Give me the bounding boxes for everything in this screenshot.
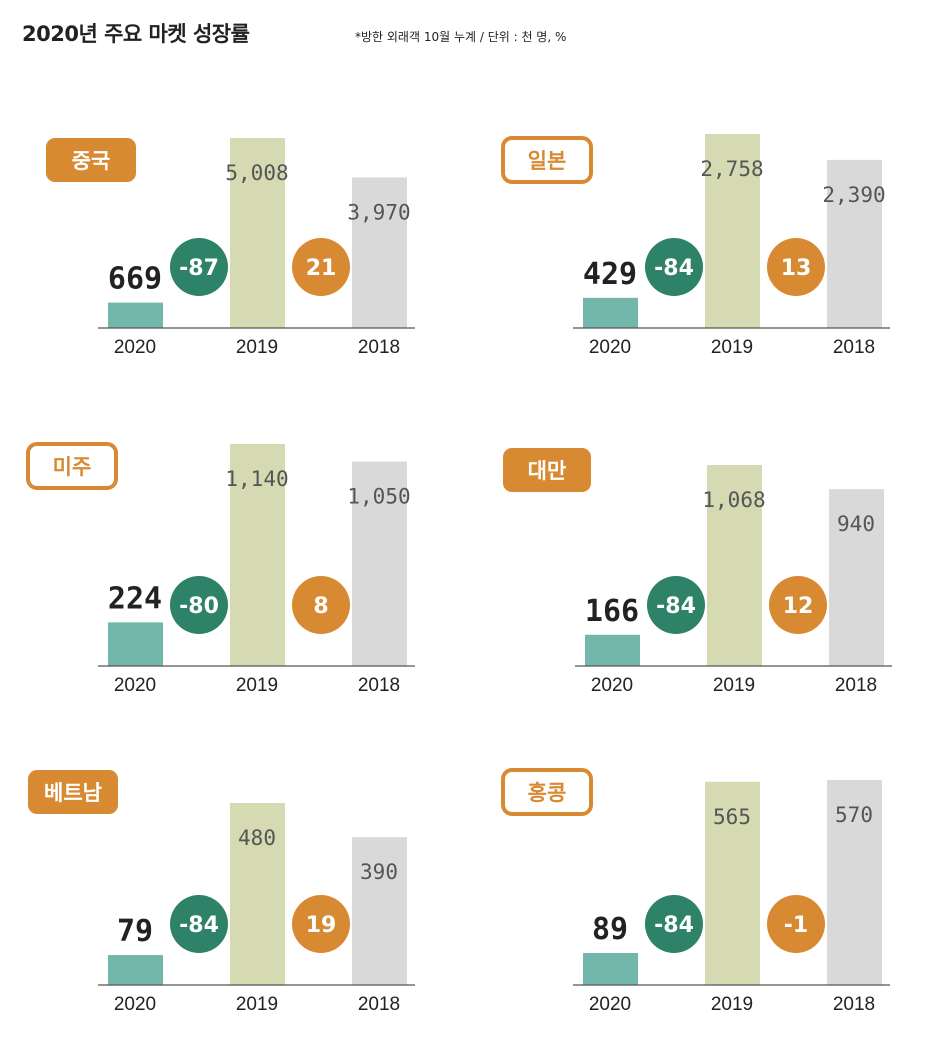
year-tick-2019: 2019 (711, 994, 753, 1015)
market-chart-1: 일본 429 2,758 2,390 2020 2019 2018 -84 13 (501, 134, 890, 358)
bar-2020 (583, 297, 638, 328)
market-chart-5: 홍콩 89 565 570 2020 2019 2018 -84 -1 (501, 768, 890, 1015)
change-2019-label: 19 (306, 913, 337, 938)
year-tick-2019: 2019 (236, 337, 278, 358)
value-label-2019: 1,140 (225, 467, 288, 491)
market-badge (26, 442, 118, 490)
market-badge-label: 대만 (528, 459, 567, 483)
change-2020-label: -80 (179, 594, 219, 619)
bar-2019 (705, 134, 760, 328)
change-2019-label: 13 (781, 256, 812, 281)
change-2019-circle (767, 238, 825, 296)
change-2020-label: -87 (179, 256, 219, 281)
year-tick-2018: 2018 (358, 994, 400, 1015)
bar-2020 (108, 622, 163, 666)
year-tick-2018: 2018 (358, 675, 400, 696)
change-2020-circle (645, 238, 703, 296)
value-label-2020: 224 (108, 581, 162, 616)
value-label-2018: 390 (360, 860, 398, 884)
market-badge-label: 베트남 (44, 781, 102, 805)
market-chart-0: 중국 669 5,008 3,970 2020 2019 2018 -87 21 (46, 138, 415, 358)
value-label-2018: 570 (835, 803, 873, 827)
change-2020-label: -84 (654, 256, 694, 281)
change-2020-label: -84 (179, 913, 219, 938)
change-2019-label: -1 (784, 913, 808, 938)
year-tick-2020: 2020 (114, 337, 156, 358)
bar-2019 (705, 781, 760, 985)
bar-2019 (230, 138, 285, 328)
year-tick-2018: 2018 (358, 337, 400, 358)
year-tick-2019: 2019 (711, 337, 753, 358)
bar-2018 (352, 837, 407, 985)
change-2019-circle (292, 576, 350, 634)
market-badge-label: 일본 (528, 149, 567, 173)
market-chart-4: 베트남 79 480 390 2020 2019 2018 -84 19 (28, 770, 415, 1015)
change-2019-label: 8 (313, 594, 328, 619)
bar-2019 (707, 465, 762, 666)
change-2020-circle (170, 576, 228, 634)
bar-2018 (352, 461, 407, 666)
year-tick-2018: 2018 (835, 675, 877, 696)
change-2019-circle (769, 576, 827, 634)
value-label-2019: 565 (713, 805, 751, 829)
bar-2020 (585, 634, 640, 666)
value-label-2018: 1,050 (347, 485, 410, 509)
market-badge (501, 768, 593, 816)
value-label-2019: 480 (238, 826, 276, 850)
change-2019-circle (292, 895, 350, 953)
market-badge-label: 미주 (53, 455, 92, 479)
year-tick-2020: 2020 (591, 675, 633, 696)
market-chart-2: 미주 224 1,140 1,050 2020 2019 2018 -80 8 (26, 442, 415, 696)
change-2019-label: 21 (306, 256, 337, 281)
change-2020-label: -84 (654, 913, 694, 938)
value-label-2020: 429 (583, 257, 637, 292)
market-badge (501, 136, 593, 184)
change-2020-circle (645, 895, 703, 953)
change-2020-circle (170, 895, 228, 953)
bar-2019 (230, 444, 285, 666)
market-badge (503, 448, 591, 492)
year-tick-2020: 2020 (114, 675, 156, 696)
value-label-2018: 2,390 (822, 183, 885, 207)
year-tick-2020: 2020 (589, 337, 631, 358)
change-2020-circle (647, 576, 705, 634)
market-badge-label: 홍콩 (528, 781, 567, 805)
change-2019-circle (292, 238, 350, 296)
value-label-2019: 2,758 (700, 157, 763, 181)
bar-2020 (583, 952, 638, 985)
value-label-2020: 79 (117, 914, 153, 949)
market-badge (46, 138, 136, 182)
year-tick-2018: 2018 (833, 994, 875, 1015)
bar-2018 (829, 489, 884, 666)
change-2019-label: 12 (783, 594, 814, 619)
year-tick-2019: 2019 (236, 994, 278, 1015)
value-label-2018: 3,970 (347, 200, 410, 224)
value-label-2020: 166 (585, 594, 639, 629)
page-title: 2020년 주요 마켓 성장률 (22, 22, 250, 46)
value-label-2019: 1,068 (702, 488, 765, 512)
year-tick-2018: 2018 (833, 337, 875, 358)
bar-2018 (827, 780, 882, 985)
year-tick-2020: 2020 (589, 994, 631, 1015)
value-label-2020: 669 (108, 262, 162, 297)
market-badge (28, 770, 118, 814)
value-label-2019: 5,008 (225, 161, 288, 185)
bar-2020 (108, 302, 163, 328)
change-2020-label: -84 (656, 594, 696, 619)
year-tick-2019: 2019 (713, 675, 755, 696)
value-label-2020: 89 (592, 912, 628, 947)
bar-2019 (230, 803, 285, 985)
bar-2018 (827, 159, 882, 328)
value-label-2018: 940 (837, 512, 875, 536)
year-tick-2019: 2019 (236, 675, 278, 696)
market-chart-3: 대만 166 1,068 940 2020 2019 2018 -84 12 (503, 448, 892, 696)
bar-2018 (352, 177, 407, 328)
market-badge-label: 중국 (72, 149, 111, 173)
unit-note: *방한 외래객 10월 누계 / 단위 : 천 명, % (355, 30, 567, 44)
year-tick-2020: 2020 (114, 994, 156, 1015)
change-2019-circle (767, 895, 825, 953)
change-2020-circle (170, 238, 228, 296)
bar-2020 (108, 955, 163, 985)
